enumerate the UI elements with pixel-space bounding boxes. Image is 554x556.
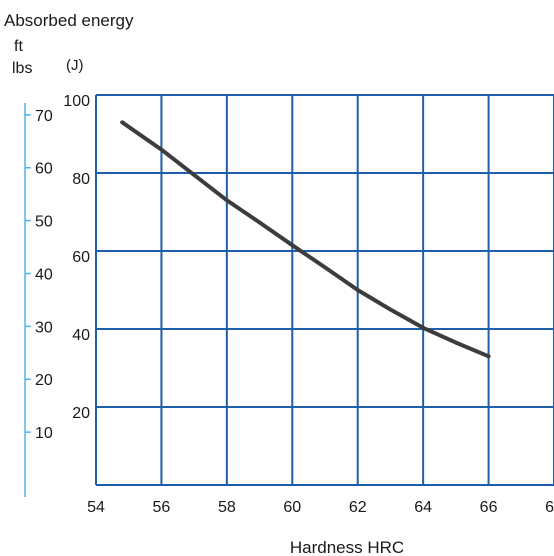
y-tick-label-joules: 100: [63, 93, 90, 110]
x-tick-label: 54: [87, 499, 105, 516]
y-tick-label-ftlbs: 20: [35, 372, 53, 389]
y-axis-title: Absorbed energy: [4, 11, 134, 30]
y-tick-label-joules: 80: [72, 171, 90, 188]
y-tick-label-ftlbs: 50: [35, 214, 53, 231]
y-unit-joules: (J): [66, 57, 84, 74]
y-tick-label-ftlbs: 10: [35, 425, 53, 442]
y-tick-label-joules: 40: [72, 327, 90, 344]
x-tick-label: 68: [545, 499, 554, 516]
x-tick-label: 66: [480, 499, 498, 516]
x-tick-label: 62: [349, 499, 367, 516]
y-tick-label-joules: 20: [72, 405, 90, 422]
series: [120, 120, 491, 359]
y-tick-label-joules: 60: [72, 249, 90, 266]
y-unit-lbs: lbs: [12, 60, 32, 77]
axes: 54 56 58 60 62 64 66 68 20 40 60 80 100 10 20 30 40 50 60 7…: [24, 93, 554, 516]
y-tick-label-ftlbs: 60: [35, 161, 53, 178]
y-tick-label-ftlbs: 30: [35, 319, 53, 336]
y-tick-label-ftlbs: 70: [35, 108, 53, 125]
x-tick-label: 60: [283, 499, 301, 516]
y-tick-label-ftlbs: 40: [35, 266, 53, 283]
series-line: [120, 120, 491, 359]
x-axis-title: Hardness HRC: [290, 538, 404, 556]
x-tick-label: 56: [153, 499, 171, 516]
x-tick-label: 58: [218, 499, 236, 516]
x-tick-label: 64: [414, 499, 432, 516]
y-unit-ft: ft: [14, 38, 23, 55]
